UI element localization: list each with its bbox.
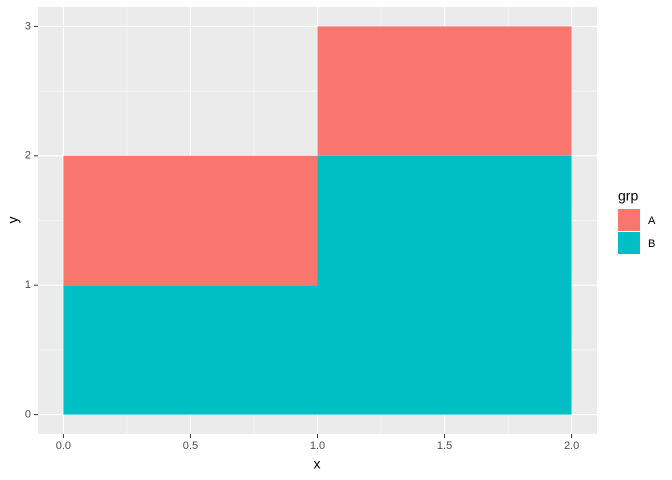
legend-text: A xyxy=(648,215,656,227)
y-tick-label: 2 xyxy=(25,150,31,162)
y-tick-label: 0 xyxy=(25,408,31,420)
x-axis-title: x xyxy=(314,456,321,472)
bar xyxy=(317,26,572,156)
legend-key xyxy=(618,209,640,231)
x-tick-label: 2.0 xyxy=(564,440,579,452)
x-tick-label: 1.0 xyxy=(310,440,325,452)
y-axis-title: y xyxy=(5,217,21,224)
bar xyxy=(63,155,318,286)
legend-text: B xyxy=(648,238,655,250)
bar xyxy=(317,155,572,415)
legend-key xyxy=(618,232,640,254)
y-tick-label: 1 xyxy=(25,279,31,291)
x-tick-label: 0.5 xyxy=(183,440,198,452)
legend-title: grp xyxy=(618,188,638,204)
bar xyxy=(63,285,318,415)
x-tick-label: 1.5 xyxy=(437,440,452,452)
y-tick-label: 3 xyxy=(25,20,31,32)
x-tick-label: 0.0 xyxy=(56,440,71,452)
